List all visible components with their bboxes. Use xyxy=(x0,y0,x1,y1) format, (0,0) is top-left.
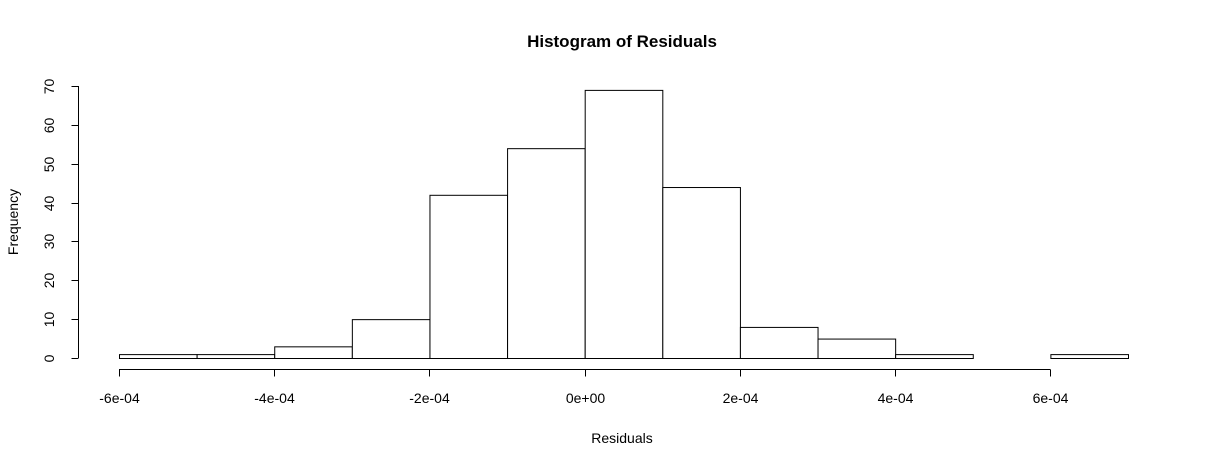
y-axis: 0 10 20 30 40 50 60 70 xyxy=(41,79,79,362)
y-tick-label: 60 xyxy=(41,118,57,134)
y-axis-label: Frequency xyxy=(5,189,21,255)
y-tick-label: 30 xyxy=(41,234,57,250)
x-tick-label: 2e-04 xyxy=(723,390,759,406)
x-axis-label: Residuals xyxy=(591,430,652,446)
x-axis: -6e-04 -4e-04 -2e-04 0e+00 2e-04 4e-04 6e-04 xyxy=(99,369,1069,406)
x-tick-label: -4e-04 xyxy=(254,390,295,406)
y-tick-label: 40 xyxy=(41,196,57,212)
y-tick-label: 20 xyxy=(41,273,57,289)
histogram-bar xyxy=(739,326,819,359)
histogram-bar xyxy=(429,194,509,359)
y-tick-label: 10 xyxy=(41,312,57,328)
x-tick-label: -2e-04 xyxy=(409,390,450,406)
x-tick-label: 4e-04 xyxy=(878,390,914,406)
histogram-bar xyxy=(119,354,198,360)
histogram-bar xyxy=(662,187,741,359)
chart-title: Histogram of Residuals xyxy=(527,32,717,51)
y-tick-label: 50 xyxy=(41,157,57,173)
histogram-bar xyxy=(1050,354,1130,360)
x-tick-label: -6e-04 xyxy=(99,390,140,406)
x-tick-label: 6e-04 xyxy=(1033,390,1069,406)
histogram-bar xyxy=(584,89,664,359)
histogram-bar xyxy=(817,338,897,360)
y-tick-label: 0 xyxy=(41,354,57,362)
x-tick-label: 0e+00 xyxy=(566,390,606,406)
histogram-bar xyxy=(507,148,586,359)
y-tick-label: 70 xyxy=(41,79,57,95)
histogram-bar xyxy=(196,354,276,360)
histogram-bar xyxy=(274,346,353,360)
bars-group xyxy=(119,89,1130,360)
histogram-bar xyxy=(895,354,974,360)
histogram-bar xyxy=(351,319,431,359)
